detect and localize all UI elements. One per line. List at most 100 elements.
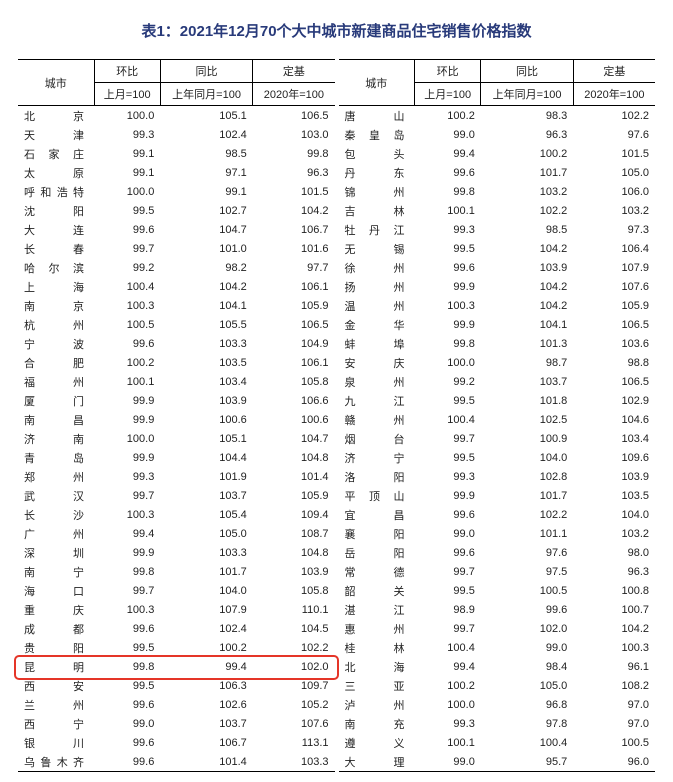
cell-mom: 99.0 <box>415 752 481 771</box>
cell-city: 韶关 <box>339 581 415 600</box>
cell-base: 105.2 <box>253 695 335 714</box>
cell-yoy: 97.8 <box>481 714 573 733</box>
cell-city: 重庆 <box>18 600 94 619</box>
cell-city: 赣州 <box>339 410 415 429</box>
cell-base: 106.5 <box>253 315 335 334</box>
table-row: 呼和浩特100.099.1101.5 <box>18 182 335 201</box>
cell-yoy: 97.6 <box>481 543 573 562</box>
cell-base: 100.8 <box>573 581 655 600</box>
table-row: 海口99.7104.0105.8 <box>18 581 335 600</box>
right-table: 城市 环比 同比 定基 上月=100 上年同月=100 2020年=100 唐山… <box>339 60 656 771</box>
cell-base: 109.6 <box>573 448 655 467</box>
cell-base: 106.0 <box>573 182 655 201</box>
table-row: 唐山100.298.3102.2 <box>339 106 656 126</box>
cell-yoy: 98.3 <box>481 106 573 126</box>
cell-yoy: 103.7 <box>160 486 252 505</box>
cell-yoy: 103.2 <box>481 182 573 201</box>
cell-base: 103.6 <box>573 334 655 353</box>
table-row: 兰州99.6102.6105.2 <box>18 695 335 714</box>
cell-base: 102.9 <box>573 391 655 410</box>
table-row: 襄阳99.0101.1103.2 <box>339 524 656 543</box>
cell-base: 106.4 <box>573 239 655 258</box>
cell-mom: 99.3 <box>94 125 160 144</box>
cell-base: 113.1 <box>253 733 335 752</box>
col-mom-sub: 上月=100 <box>94 83 160 106</box>
cell-yoy: 103.9 <box>160 391 252 410</box>
table-row: 长春99.7101.0101.6 <box>18 239 335 258</box>
cell-city: 温州 <box>339 296 415 315</box>
table-row: 烟台99.7100.9103.4 <box>339 429 656 448</box>
cell-city: 南宁 <box>18 562 94 581</box>
cell-base: 97.3 <box>573 220 655 239</box>
cell-yoy: 98.4 <box>481 657 573 676</box>
cell-yoy: 104.0 <box>481 448 573 467</box>
cell-city: 郑州 <box>18 467 94 486</box>
cell-city: 成都 <box>18 619 94 638</box>
cell-mom: 100.1 <box>94 372 160 391</box>
cell-mom: 99.8 <box>94 657 160 676</box>
cell-yoy: 103.3 <box>160 543 252 562</box>
col-mom: 环比 <box>94 60 160 83</box>
cell-base: 100.5 <box>573 733 655 752</box>
cell-mom: 99.7 <box>415 619 481 638</box>
page-title: 表1：2021年12月70个大中城市新建商品住宅销售价格指数 <box>18 20 655 41</box>
cell-city: 长沙 <box>18 505 94 524</box>
cell-city: 徐州 <box>339 258 415 277</box>
cell-base: 106.7 <box>253 220 335 239</box>
cell-city: 石家庄 <box>18 144 94 163</box>
table-row: 吉林100.1102.2103.2 <box>339 201 656 220</box>
cell-yoy: 100.6 <box>160 410 252 429</box>
table-row: 青岛99.9104.4104.8 <box>18 448 335 467</box>
table-row: 湛江98.999.6100.7 <box>339 600 656 619</box>
cell-base: 97.6 <box>573 125 655 144</box>
cell-city: 深圳 <box>18 543 94 562</box>
cell-mom: 99.0 <box>415 524 481 543</box>
cell-yoy: 102.8 <box>481 467 573 486</box>
table-row: 福州100.1103.4105.8 <box>18 372 335 391</box>
cell-city: 济南 <box>18 429 94 448</box>
table-row: 宁波99.6103.3104.9 <box>18 334 335 353</box>
cell-mom: 99.9 <box>94 543 160 562</box>
cell-city: 厦门 <box>18 391 94 410</box>
cell-yoy: 105.1 <box>160 429 252 448</box>
cell-mom: 100.4 <box>94 277 160 296</box>
cell-yoy: 101.3 <box>481 334 573 353</box>
cell-yoy: 97.1 <box>160 163 252 182</box>
cell-city: 岳阳 <box>339 543 415 562</box>
cell-base: 104.5 <box>253 619 335 638</box>
cell-city: 北京 <box>18 106 94 126</box>
cell-mom: 100.5 <box>94 315 160 334</box>
cell-city: 西安 <box>18 676 94 695</box>
cell-yoy: 102.5 <box>481 410 573 429</box>
cell-yoy: 104.1 <box>160 296 252 315</box>
table-row: 遵义100.1100.4100.5 <box>339 733 656 752</box>
cell-base: 101.5 <box>573 144 655 163</box>
table-row: 沈阳99.5102.7104.2 <box>18 201 335 220</box>
table-row: 大理99.095.796.0 <box>339 752 656 771</box>
cell-city: 大理 <box>339 752 415 771</box>
cell-base: 102.0 <box>253 657 335 676</box>
cell-mom: 99.1 <box>94 163 160 182</box>
cell-yoy: 105.0 <box>481 676 573 695</box>
table-row: 昆明99.899.4102.0 <box>18 657 335 676</box>
cell-city: 杭州 <box>18 315 94 334</box>
cell-city: 合肥 <box>18 353 94 372</box>
table-row: 北海99.498.496.1 <box>339 657 656 676</box>
cell-base: 101.6 <box>253 239 335 258</box>
cell-yoy: 100.2 <box>160 638 252 657</box>
cell-base: 99.8 <box>253 144 335 163</box>
table-row: 哈尔滨99.298.297.7 <box>18 258 335 277</box>
table-row: 金华99.9104.1106.5 <box>339 315 656 334</box>
cell-base: 100.7 <box>573 600 655 619</box>
table-row: 徐州99.6103.9107.9 <box>339 258 656 277</box>
cell-city: 贵阳 <box>18 638 94 657</box>
table-row: 上海100.4104.2106.1 <box>18 277 335 296</box>
cell-mom: 100.0 <box>415 353 481 372</box>
cell-base: 102.2 <box>253 638 335 657</box>
cell-city: 常德 <box>339 562 415 581</box>
cell-city: 平顶山 <box>339 486 415 505</box>
cell-base: 105.9 <box>573 296 655 315</box>
cell-base: 96.1 <box>573 657 655 676</box>
cell-mom: 99.9 <box>94 391 160 410</box>
cell-base: 101.5 <box>253 182 335 201</box>
